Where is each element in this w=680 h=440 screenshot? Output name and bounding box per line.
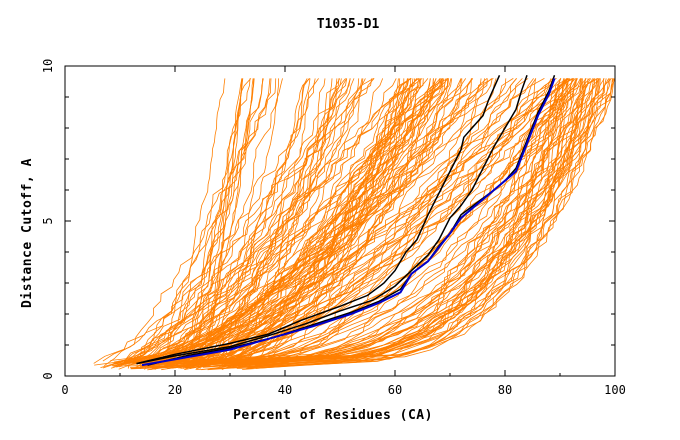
axes: 0 20 40 60 80 100 0 5 10 xyxy=(41,59,626,397)
background-curve xyxy=(128,78,348,363)
y-tick-label: 10 xyxy=(41,59,55,73)
background-curve xyxy=(174,78,534,366)
background-curve xyxy=(221,78,568,367)
background-curve xyxy=(236,78,613,369)
background-curve xyxy=(177,78,243,363)
background-curve xyxy=(193,78,341,369)
background-curve xyxy=(157,78,283,362)
background-curve xyxy=(183,78,243,369)
background-curve xyxy=(142,78,447,366)
background-curve xyxy=(193,78,575,365)
background-curve xyxy=(135,78,577,367)
background-curve xyxy=(214,78,593,363)
background-curve xyxy=(212,78,450,365)
background-curve xyxy=(236,78,575,369)
background-curve xyxy=(245,78,492,370)
background-curve xyxy=(186,78,518,368)
background-curve xyxy=(191,78,254,363)
background-curve xyxy=(139,78,612,367)
background-curve xyxy=(187,78,601,363)
background-curve xyxy=(110,78,408,369)
background-curve xyxy=(202,78,569,365)
background-curve xyxy=(169,78,409,362)
background-curve xyxy=(133,78,488,362)
background-curve xyxy=(182,78,254,364)
highlight-series-black xyxy=(136,75,528,365)
background-curve xyxy=(137,78,431,363)
background-curve xyxy=(150,78,340,370)
y-tick-label: 5 xyxy=(41,217,55,224)
plot-area xyxy=(93,74,616,371)
background-curve xyxy=(227,78,611,368)
background-curve xyxy=(182,78,375,366)
background-curve xyxy=(191,78,561,364)
x-tick-label: 80 xyxy=(498,383,512,397)
background-curve xyxy=(163,78,418,369)
background-curve xyxy=(202,78,571,367)
background-curve xyxy=(244,78,586,362)
x-tick-label: 100 xyxy=(604,383,626,397)
background-curve xyxy=(195,78,578,370)
chart-title: T1035-D1 xyxy=(317,17,380,32)
background-curve xyxy=(255,78,590,369)
background-curve xyxy=(155,78,449,363)
background-curve xyxy=(127,78,597,367)
background-curve xyxy=(139,78,462,368)
background-curve xyxy=(127,78,271,369)
background-curve xyxy=(123,78,364,364)
background-curve xyxy=(144,78,263,370)
background-curve xyxy=(203,78,578,365)
background-curve xyxy=(199,78,569,364)
background-curve xyxy=(118,78,363,365)
background-curve xyxy=(174,78,497,369)
y-tick-label: 0 xyxy=(41,372,55,379)
x-tick-label: 20 xyxy=(168,383,182,397)
background-curve xyxy=(132,78,348,365)
background-curve xyxy=(175,78,384,362)
x-tick-label: 60 xyxy=(388,383,402,397)
background-curve xyxy=(112,78,488,367)
x-tick-label: 40 xyxy=(278,383,292,397)
background-curve xyxy=(113,78,573,365)
background-curve xyxy=(123,78,472,363)
background-curve xyxy=(130,78,574,369)
background-curve xyxy=(133,78,554,364)
background-curve xyxy=(162,78,279,369)
background-curve xyxy=(175,78,251,364)
background-curve xyxy=(215,78,607,363)
background-curve xyxy=(155,78,264,370)
background-curve xyxy=(198,78,610,364)
background-curve xyxy=(189,78,429,369)
background-curve xyxy=(207,78,582,371)
background-curve xyxy=(185,78,310,364)
background-curve xyxy=(103,78,277,367)
background-curve xyxy=(139,78,226,362)
y-axis-label: Distance Cutoff, A xyxy=(20,158,35,308)
background-curve xyxy=(165,78,401,362)
background-curve xyxy=(239,78,615,363)
background-curve xyxy=(156,78,423,365)
background-curve xyxy=(94,78,452,366)
background-curve xyxy=(115,78,494,368)
background-curve xyxy=(130,78,596,370)
background-curve xyxy=(140,78,569,369)
highlight-series-blue xyxy=(141,78,556,367)
x-axis-label: Percent of Residues (CA) xyxy=(233,408,433,423)
background-curve xyxy=(247,78,569,369)
background-curve xyxy=(186,78,308,366)
background-curve xyxy=(118,78,252,370)
background-curve xyxy=(197,78,310,365)
background-curve xyxy=(164,78,255,366)
highlight-series-black xyxy=(136,74,501,365)
x-tick-label: 0 xyxy=(61,383,68,397)
background-curve xyxy=(225,78,485,363)
background-curve xyxy=(121,78,437,363)
background-curve xyxy=(194,78,577,364)
background-curve xyxy=(242,78,616,370)
background-curve xyxy=(187,78,493,363)
